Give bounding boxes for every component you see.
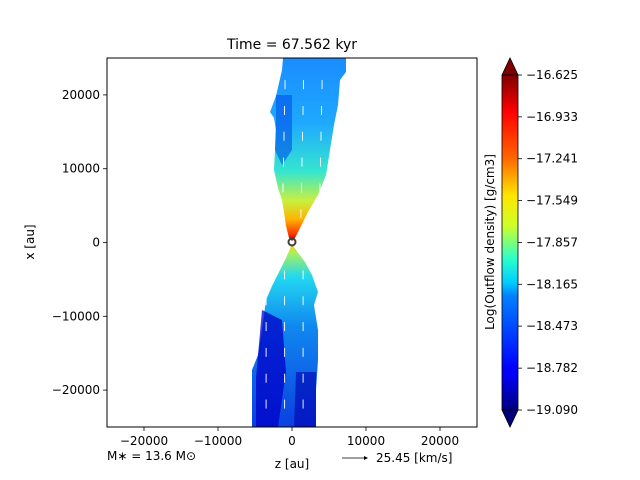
colorbar-tick-label: −17.549 xyxy=(526,194,578,208)
x-axis-label: z [au] xyxy=(275,457,309,471)
colorbar-tick-label: −18.473 xyxy=(526,319,578,333)
y-axis-label: x [au] xyxy=(23,224,37,259)
y-axis-ticks: 20000 10000 0 −10000 −20000 xyxy=(52,88,107,397)
y-tick-label: 10000 xyxy=(62,162,100,176)
colorbar-tick-label: −17.857 xyxy=(526,235,578,249)
colorbar-tick-label: −18.782 xyxy=(526,361,578,375)
stellar-mass-annotation: M∗ = 13.6 M⊙ xyxy=(107,449,196,463)
chart-title: Time = 67.562 kyr xyxy=(226,37,357,53)
colorbar-tick-label: −18.165 xyxy=(526,277,578,291)
colorbar-label: Log(Outflow density) [g/cm3] xyxy=(483,154,497,330)
y-tick-label: −20000 xyxy=(52,383,100,397)
colorbar-tick-label: −19.090 xyxy=(526,403,578,417)
x-tick-label: 20000 xyxy=(421,434,459,448)
velocity-arrows xyxy=(265,80,323,409)
x-axis-ticks: −20000 −10000 0 10000 20000 xyxy=(120,427,459,448)
colorbar-tick-label: −16.933 xyxy=(526,110,578,124)
colorbar-ticks: −16.625 −16.933 −17.241 −17.549 −17.857 −18.1… xyxy=(518,68,578,417)
y-tick-label: 20000 xyxy=(62,88,100,102)
velocity-key-arrow xyxy=(342,456,368,460)
y-tick-label: −10000 xyxy=(52,309,100,323)
star-marker xyxy=(287,237,297,247)
colorbar-body xyxy=(501,74,519,411)
x-tick-label: −20000 xyxy=(120,434,168,448)
x-tick-label: −10000 xyxy=(194,434,242,448)
y-tick-label: 0 xyxy=(92,236,100,250)
lower-lobe-dark-patch xyxy=(256,310,286,427)
colorbar-tick-label: −17.241 xyxy=(526,152,578,166)
x-tick-label: 10000 xyxy=(347,434,385,448)
x-tick-label: 0 xyxy=(288,434,296,448)
colorbar: −16.625 −16.933 −17.241 −17.549 −17.857 −18.1… xyxy=(501,57,578,428)
upper-lobe-dark-patch xyxy=(275,95,292,165)
colorbar-tick-label: −16.625 xyxy=(526,68,578,82)
lower-lobe-dark-patch-right xyxy=(294,372,316,427)
colorbar-top-extension xyxy=(501,57,519,76)
velocity-key-label: 25.45 [km/s] xyxy=(376,451,452,465)
colorbar-bottom-extension xyxy=(501,409,519,428)
